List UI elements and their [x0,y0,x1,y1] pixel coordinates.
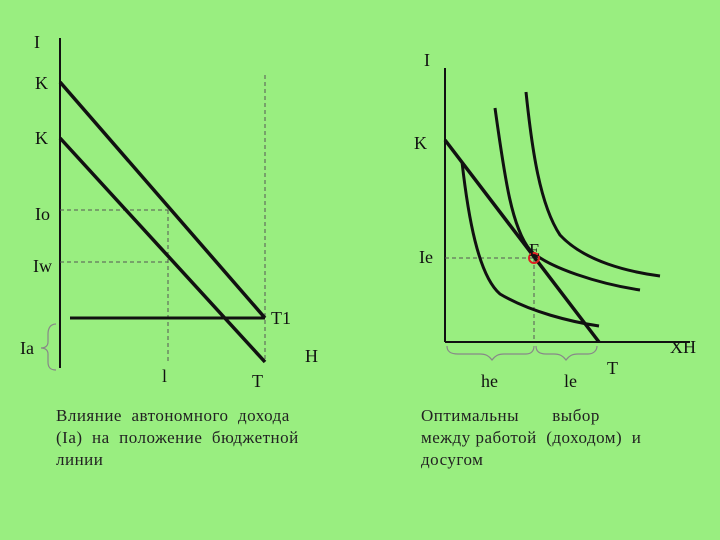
right-caption: Оптимальны выбор между работой (доходом)… [421,405,641,471]
left-caption-line-2: (Ia) на положение бюджетной [56,428,299,447]
right-caption-line-3: досугом [421,450,484,469]
right-le-brace [535,345,598,361]
right-e-label: E [529,240,540,260]
left-budget-line-upper [58,80,267,320]
right-budget-line [443,138,601,344]
left-iw-label: Iw [33,256,52,276]
left-budget-line-lower [58,136,267,364]
left-ia-label: Ia [20,338,34,358]
left-h-label: H [305,346,318,366]
right-le-label: le [564,371,577,391]
left-axis-i-label: I [34,32,40,52]
right-t-label: T [607,358,618,378]
right-caption-line-1: Оптимальны выбор [421,406,600,425]
left-k-bottom-label: K [35,128,48,148]
left-diagram: I K K Io Iw Ia T1 l T H [20,32,318,391]
right-indifference-curve-low [460,161,600,328]
left-t-label: T [252,371,263,391]
right-he-label: he [481,371,498,391]
right-axis-i-label: I [424,50,430,70]
left-t1-label: T1 [271,308,291,328]
left-ia-brace [40,323,57,371]
left-caption-line-1: Влияние автономного дохода [56,406,290,425]
right-xh-label: XH [670,337,696,357]
left-k-top-label: K [35,73,48,93]
left-caption-line-3: линии [56,450,104,469]
left-l-label: l [162,366,167,386]
left-caption: Влияние автономного дохода (Ia) на полож… [56,405,299,471]
right-equilibrium-point [528,252,540,264]
right-he-brace [446,345,535,361]
right-ie-label: Ie [419,247,433,267]
right-k-label: K [414,133,427,153]
left-io-label: Io [35,204,50,224]
right-diagram: I K Ie E he le T XH [414,50,696,391]
right-caption-line-2: между работой (доходом) и [421,428,642,447]
right-indifference-curve-high [524,91,661,278]
